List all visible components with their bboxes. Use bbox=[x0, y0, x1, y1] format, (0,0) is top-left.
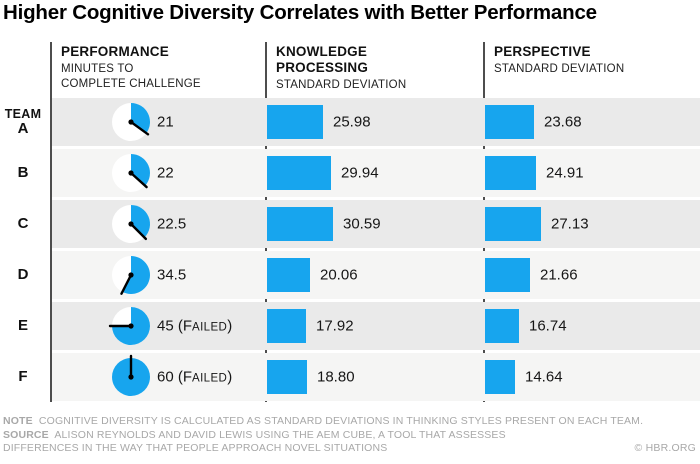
knowledge-processing-value: 25.98 bbox=[333, 113, 371, 131]
footer-source-line: SOURCE ALISON REYNOLDS AND DAVID LEWIS U… bbox=[3, 429, 643, 443]
perspective-bar bbox=[485, 105, 534, 139]
chart-title: Higher Cognitive Diversity Correlates wi… bbox=[3, 1, 597, 24]
perspective-bar bbox=[485, 309, 519, 343]
column-subtitle: STANDARD DEVIATION bbox=[276, 79, 407, 91]
column-subtitle: STANDARD DEVIATION bbox=[494, 63, 625, 75]
perspective-value: 23.68 bbox=[544, 113, 582, 131]
knowledge-processing-value: 18.80 bbox=[317, 368, 355, 386]
clock-pie-icon bbox=[107, 251, 155, 304]
footer-notes: NOTE COGNITIVE DIVERSITY IS CALCULATED A… bbox=[3, 415, 643, 456]
column-header-knowledge-processing: KNOWLEDGE PROCESSING STANDARD DEVIATION bbox=[276, 44, 406, 93]
team-row: TEAM A 21 25.98 23.68 bbox=[0, 98, 700, 146]
column-title: PERFORMANCE bbox=[61, 44, 169, 59]
knowledge-processing-value: 30.59 bbox=[343, 215, 381, 233]
knowledge-processing-value: 17.92 bbox=[316, 317, 354, 335]
team-letter: E bbox=[17, 317, 28, 334]
knowledge-processing-value: 20.06 bbox=[320, 266, 358, 284]
source-text-2: DIFFERENCES IN THE WAY THAT PEOPLE APPRO… bbox=[3, 442, 388, 454]
performance-value: 21 bbox=[157, 113, 174, 131]
perspective-bar bbox=[485, 258, 530, 292]
row-band bbox=[52, 200, 700, 248]
perspective-value: 14.64 bbox=[525, 368, 563, 386]
team-row: B 22 29.94 24.91 bbox=[0, 149, 700, 197]
team-letter: C bbox=[17, 215, 29, 232]
performance-value: 60 (FAILED) bbox=[157, 368, 233, 386]
performance-value: 22.5 bbox=[157, 215, 187, 233]
note-text: COGNITIVE DIVERSITY IS CALCULATED AS STA… bbox=[38, 415, 644, 427]
knowledge-processing-bar bbox=[267, 309, 306, 343]
knowledge-processing-bar bbox=[267, 105, 323, 139]
row-band bbox=[52, 149, 700, 197]
perspective-bar bbox=[485, 360, 515, 394]
team-label: E bbox=[0, 302, 46, 350]
perspective-bar bbox=[485, 207, 541, 241]
team-row: C 22.5 30.59 27.13 bbox=[0, 200, 700, 248]
column-header-performance: PERFORMANCE MINUTES TO COMPLETE CHALLENG… bbox=[61, 44, 201, 91]
source-text: ALISON REYNOLDS AND DAVID LEWIS USING TH… bbox=[54, 428, 506, 441]
row-band bbox=[52, 353, 700, 401]
footer-note-line: NOTE COGNITIVE DIVERSITY IS CALCULATED A… bbox=[3, 415, 643, 429]
perspective-bar bbox=[485, 156, 536, 190]
column-divider-performance bbox=[50, 42, 52, 402]
team-letter: A bbox=[17, 120, 29, 137]
team-label: B bbox=[0, 149, 46, 197]
knowledge-processing-bar bbox=[267, 207, 333, 241]
performance-value: 34.5 bbox=[157, 266, 187, 284]
clock-pie-icon bbox=[107, 302, 155, 355]
perspective-value: 21.66 bbox=[540, 266, 578, 284]
failed-caption: AILED bbox=[192, 321, 228, 334]
perspective-value: 24.91 bbox=[546, 164, 584, 182]
perspective-value: 16.74 bbox=[529, 317, 567, 335]
clock-pie-icon bbox=[107, 98, 155, 151]
team-row: E 45 (FAILED) 17.92 16.74 bbox=[0, 302, 700, 350]
team-label: D bbox=[0, 251, 46, 299]
knowledge-processing-bar bbox=[267, 156, 331, 190]
team-label: TEAM A bbox=[0, 98, 46, 146]
team-header-label: TEAM bbox=[4, 107, 42, 121]
perspective-value: 27.13 bbox=[551, 215, 589, 233]
team-letter: D bbox=[17, 266, 29, 283]
clock-pie-icon bbox=[107, 353, 155, 406]
knowledge-processing-bar bbox=[267, 258, 310, 292]
column-subtitle: MINUTES TO COMPLETE CHALLENGE bbox=[61, 63, 201, 90]
column-header-perspective: PERSPECTIVE STANDARD DEVIATION bbox=[494, 44, 624, 77]
performance-value: 22 bbox=[157, 164, 174, 182]
footer-source-line2: DIFFERENCES IN THE WAY THAT PEOPLE APPRO… bbox=[3, 442, 643, 456]
team-letter: F bbox=[18, 368, 28, 385]
clock-pie-icon bbox=[107, 200, 155, 253]
clock-pie-icon bbox=[107, 149, 155, 202]
knowledge-processing-bar bbox=[267, 360, 307, 394]
team-label: C bbox=[0, 200, 46, 248]
row-band bbox=[52, 98, 700, 146]
knowledge-processing-value: 29.94 bbox=[341, 164, 379, 182]
column-title: KNOWLEDGE PROCESSING bbox=[276, 44, 369, 75]
copyright: © HBR.ORG bbox=[634, 442, 696, 454]
source-label: SOURCE bbox=[3, 428, 49, 441]
team-letter: B bbox=[17, 164, 29, 181]
note-label: NOTE bbox=[3, 415, 33, 427]
team-label: F bbox=[0, 353, 46, 401]
performance-value: 45 (FAILED) bbox=[157, 317, 233, 335]
row-band bbox=[52, 302, 700, 350]
team-row: D 34.5 20.06 21.66 bbox=[0, 251, 700, 299]
team-row: F 60 (FAILED) 18.80 14.64 bbox=[0, 353, 700, 401]
failed-caption: AILED bbox=[192, 372, 228, 385]
column-title: PERSPECTIVE bbox=[494, 44, 591, 59]
row-band bbox=[52, 251, 700, 299]
